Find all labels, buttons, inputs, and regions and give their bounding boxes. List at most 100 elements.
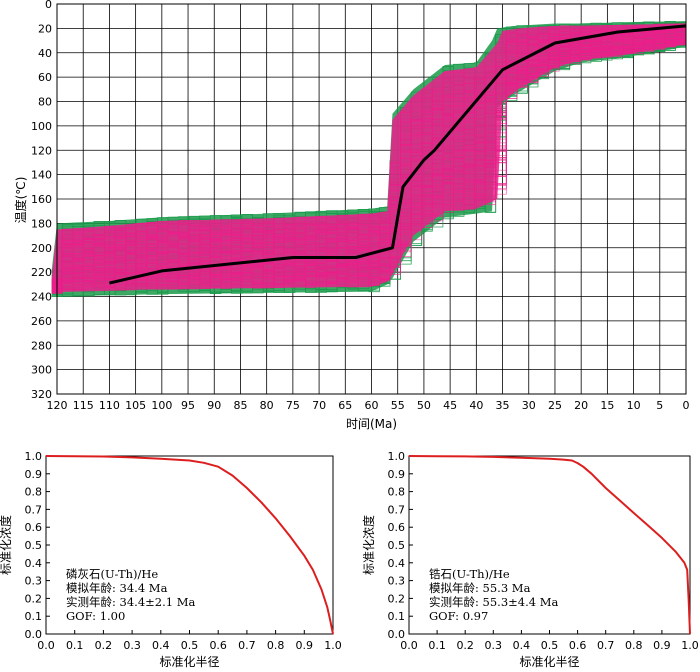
p2-y-tick-label: 0.3 (388, 575, 406, 588)
zircon-y-tick-labels: 0.0 0.1 0.2 0.3 0.4 0.5 0.6 0.7 0.8 0.9 1.0 (388, 450, 413, 641)
tt-acceptable-fit-path (51, 23, 687, 279)
p1-x-tick-label: 0.0 (37, 639, 55, 652)
p1-x-tick-label: 0.1 (66, 639, 84, 652)
tt-y-tick-label: 220 (31, 266, 52, 279)
tt-y-tick-label: 240 (31, 291, 52, 304)
tt-x-tick-label: 30 (522, 399, 536, 412)
p2-y-tick-label: 0.4 (388, 557, 406, 570)
p1-x-tick-label: 0.4 (152, 639, 170, 652)
tt-x-axis-label: 时间(Ma) (346, 417, 397, 431)
tt-acceptable-fit-path (51, 24, 687, 281)
tt-x-tick-label: 120 (47, 399, 68, 412)
tt-y-tick-label: 300 (31, 364, 52, 377)
tt-x-tick-label: 5 (656, 399, 663, 412)
p1-x-tick-label: 1.0 (324, 639, 342, 652)
p2-annotation-line: 实测年龄: 55.3±4.4 Ma (429, 595, 558, 609)
apatite-x-tick-labels: 0.0 0.1 0.2 0.3 0.4 0.5 0.6 0.7 0.8 0.9 1.0 (37, 630, 342, 652)
tt-x-tick-label: 70 (312, 399, 326, 412)
apatite-profile-curve (45, 455, 334, 635)
tt-x-tick-label: 75 (286, 399, 300, 412)
tt-x-tick-labels: 120 115 110 105 100 95 90 85 80 75 70 65 60 55 50 45 40 3… (47, 399, 690, 412)
p2-x-tick-label: 0.9 (653, 639, 671, 652)
tt-y-tick-label: 60 (38, 71, 52, 84)
p2-y-tick-label: 0.0 (388, 628, 406, 641)
tt-x-tick-label: 80 (260, 399, 274, 412)
p2-annotation-line: 锆石(U-Th)/He (429, 567, 510, 581)
p1-x-tick-label: 0.7 (238, 639, 256, 652)
tt-y-tick-label: 160 (31, 193, 52, 206)
tt-y-tick-labels: 0 20 40 60 80 100 120 140 160 180 200 220 240 260 280 3… (31, 0, 52, 401)
p1-y-tick-label: 0.6 (25, 521, 43, 534)
p1-concentration-line (45, 455, 334, 635)
tt-y-tick-label: 40 (38, 47, 52, 60)
p2-y-tick-label: 0.5 (388, 539, 406, 552)
tt-y-tick-label: 180 (31, 217, 52, 230)
tt-y-tick-label: 320 (31, 388, 52, 401)
p2-x-tick-label: 0.3 (485, 639, 503, 652)
zircon-profile-curve (408, 455, 691, 635)
p1-y-tick-label: 0.8 (25, 486, 43, 499)
tt-x-tick-label: 40 (469, 399, 483, 412)
p1-x-tick-label: 0.6 (209, 639, 227, 652)
p2-x-tick-label: 0.0 (400, 639, 418, 652)
tt-best-fit-path (109, 24, 687, 285)
p1-x-tick-label: 0.5 (181, 639, 199, 652)
tt-plot-frame (56, 3, 687, 395)
p1-y-tick-label: 0.2 (25, 592, 43, 605)
p2-x-tick-label: 0.2 (456, 639, 474, 652)
tt-x-tick-label: 20 (574, 399, 588, 412)
tt-x-tick-label: 10 (627, 399, 641, 412)
p2-y-tick-label: 0.9 (388, 468, 406, 481)
apatite-profile-panel: 0.0 0.1 0.2 0.3 0.4 0.5 0.6 0.7 0.8 0.9 1.0 0.0 0.1… (0, 450, 342, 669)
p1-y-tick-label: 0.5 (25, 539, 43, 552)
time-temperature-panel: 120 115 110 105 100 95 90 85 80 75 70 65 60 55 50 45 40 3… (13, 0, 690, 431)
p1-x-tick-label: 0.2 (95, 639, 113, 652)
tt-y-tick-label: 120 (31, 144, 52, 157)
p2-y-tick-label: 1.0 (388, 450, 406, 463)
p2-y-tick-label: 0.8 (388, 486, 406, 499)
p1-y-tick-label: 0.3 (25, 575, 43, 588)
p1-y-tick-label: 1.0 (25, 450, 43, 463)
p1-x-tick-label: 0.3 (123, 639, 141, 652)
tt-x-tick-label: 50 (417, 399, 431, 412)
tt-y-tick-label: 0 (45, 0, 52, 11)
p1-annotation-line: GOF: 1.00 (66, 609, 125, 623)
tt-best-fit-line (109, 24, 687, 285)
p2-y-tick-label: 0.1 (388, 610, 406, 623)
p1-y-tick-label: 0.1 (25, 610, 43, 623)
p2-x-tick-label: 0.5 (541, 639, 559, 652)
tt-x-tick-label: 25 (548, 399, 562, 412)
tt-y-axis-label: 温度(℃) (13, 177, 28, 224)
apatite-x-axis-label: 标准化半径 (159, 655, 219, 669)
p2-annotation-line: GOF: 0.97 (429, 609, 488, 623)
p1-y-tick-label: 0.9 (25, 468, 43, 481)
tt-x-tick-label: 90 (207, 399, 221, 412)
p2-y-tick-label: 0.7 (388, 503, 406, 516)
tt-y-tick-label: 20 (38, 22, 52, 35)
tt-x-tick-label: 55 (391, 399, 405, 412)
p1-x-tick-label: 0.9 (296, 639, 314, 652)
tt-x-tick-label: 15 (600, 399, 614, 412)
tt-acceptable-fit-path (51, 37, 687, 289)
p1-y-tick-label: 0.4 (25, 557, 43, 570)
tt-x-tick-label: 100 (151, 399, 172, 412)
p2-annotation-line: 模拟年龄: 55.3 Ma (429, 581, 531, 595)
tt-x-tick-label: 35 (496, 399, 510, 412)
p2-y-tick-label: 0.6 (388, 521, 406, 534)
tt-x-tick-label: 115 (73, 399, 94, 412)
tt-grid (56, 3, 687, 395)
p1-annotation-line: 模拟年龄: 34.4 Ma (66, 581, 168, 595)
p2-x-tick-label: 0.8 (625, 639, 643, 652)
tt-x-tick-label: 0 (683, 399, 690, 412)
zircon-profile-panel: 0.0 0.1 0.2 0.3 0.4 0.5 0.6 0.7 0.8 0.9 1.0 0.0 0.1… (361, 450, 699, 669)
tt-x-tick-label: 110 (99, 399, 120, 412)
tt-y-tick-label: 140 (31, 169, 52, 182)
apatite-y-tick-labels: 0.0 0.1 0.2 0.3 0.4 0.5 0.6 0.7 0.8 0.9 1.0 (25, 450, 50, 641)
p2-concentration-line (408, 455, 691, 635)
tt-acceptable-fit-path (51, 27, 687, 281)
p1-y-tick-label: 0.0 (25, 628, 43, 641)
zircon-x-axis-label: 标准化半径 (519, 655, 579, 669)
